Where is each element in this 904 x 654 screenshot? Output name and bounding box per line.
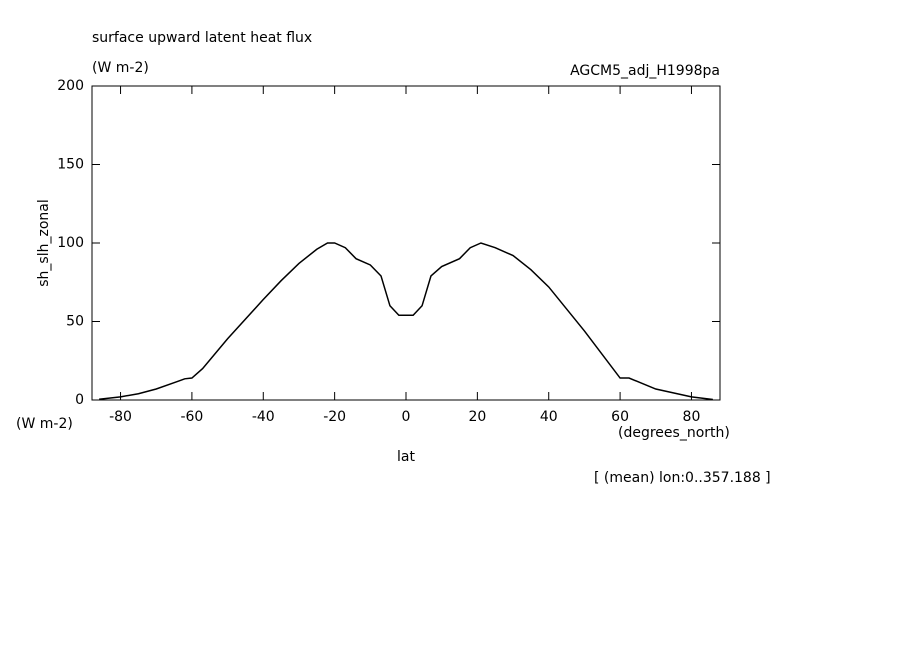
- x-units: (degrees_north): [618, 425, 730, 441]
- chart-title: surface upward latent heat flux: [92, 30, 312, 46]
- chart-subtitle: (W m-2): [92, 60, 149, 76]
- y-tick-label: 200: [57, 78, 84, 94]
- x-tick-label: -80: [109, 409, 132, 425]
- x-tick-label: -60: [180, 409, 203, 425]
- x-tick-label: -40: [252, 409, 275, 425]
- x-tick-label: 20: [468, 409, 486, 425]
- x-tick-label: 60: [611, 409, 629, 425]
- x-tick-label: 40: [540, 409, 558, 425]
- x-tick-label: -20: [323, 409, 346, 425]
- dataset-label: AGCM5_adj_H1998pa: [570, 63, 720, 79]
- note: [ (mean) lon:0..357.188 ]: [594, 470, 771, 486]
- x-tick-label: 0: [402, 409, 411, 425]
- plot-frame: [91, 85, 721, 401]
- y-units: (W m-2): [16, 416, 73, 432]
- y-tick-label: 50: [66, 314, 84, 330]
- data-line: [99, 242, 713, 401]
- x-axis-label: lat: [397, 449, 415, 465]
- y-axis-label: sh_slh_zonal: [36, 199, 52, 286]
- y-tick-label: 150: [57, 157, 84, 173]
- y-tick-label: 100: [57, 235, 84, 251]
- x-tick-label: 80: [683, 409, 701, 425]
- y-tick-label: 0: [75, 392, 84, 408]
